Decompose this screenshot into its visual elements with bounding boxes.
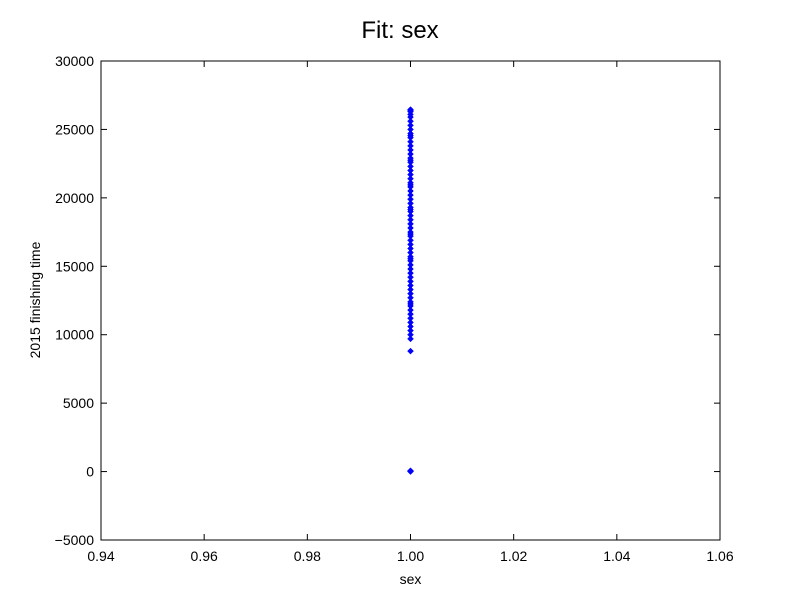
data-point: [407, 163, 414, 170]
data-point: [407, 255, 414, 263]
data-point: [407, 206, 414, 213]
data-point: [407, 300, 414, 308]
data-point: [407, 331, 414, 339]
data-point: [407, 156, 414, 164]
data-point: [407, 187, 414, 195]
data-point: [407, 245, 414, 252]
data-point: [407, 306, 414, 314]
data-point: [407, 277, 414, 285]
data-point: [407, 310, 414, 318]
data-point: [407, 286, 414, 293]
x-tick-label: 0.96: [191, 548, 218, 564]
data-point: [407, 241, 414, 248]
data-point: [407, 138, 414, 146]
data-point: [407, 282, 414, 289]
data-point: [407, 181, 414, 189]
data-point: [407, 132, 414, 139]
data-point: [407, 269, 414, 277]
data-point: [407, 216, 414, 224]
data-point: [407, 261, 414, 269]
data-point: [407, 290, 414, 298]
chart-title: Fit: sex: [361, 17, 438, 44]
data-point: [407, 323, 414, 330]
data-point: [407, 467, 414, 475]
x-tick-label: 1.00: [397, 548, 424, 564]
y-tick-label: 20000: [55, 190, 94, 206]
x-tick-label: 1.02: [500, 548, 527, 564]
y-axis: −5000 0 5000 10000 15000 20000 25000 30000: [55, 53, 720, 548]
x-tick-label: 0.98: [294, 548, 321, 564]
y-tick-label: 0: [86, 464, 94, 480]
data-point: [407, 236, 414, 244]
data-point: [407, 171, 414, 178]
data-point: [407, 195, 414, 203]
y-tick-label: 15000: [55, 258, 94, 274]
data-point: [407, 327, 414, 334]
data-point: [407, 314, 414, 322]
x-tick-label: 1.04: [603, 548, 630, 564]
x-tick-label: 0.94: [87, 548, 114, 564]
data-point: [407, 319, 414, 326]
y-tick-label: −5000: [55, 532, 95, 548]
data-point: [407, 230, 414, 238]
x-axis-label: sex: [400, 571, 422, 587]
y-tick-label: 5000: [63, 395, 94, 411]
data-point: [407, 273, 414, 281]
data-point: [407, 167, 414, 174]
y-tick-label: 30000: [55, 53, 94, 69]
data-point: [407, 106, 414, 113]
data-point: [407, 335, 414, 343]
data-point: [407, 121, 414, 129]
y-tick-label: 10000: [55, 327, 94, 343]
y-tick-label: 25000: [55, 121, 94, 137]
data-point: [407, 212, 414, 220]
data-point: [407, 191, 414, 199]
x-axis: 0.94 0.96 0.98 1.00 1.02 1.04 1.06: [87, 61, 734, 564]
data-point: [407, 265, 414, 273]
x-tick-label: 1.06: [706, 548, 733, 564]
data-point: [407, 347, 414, 355]
data-point: [407, 146, 414, 154]
data-point: [407, 117, 414, 125]
data-point: [407, 142, 414, 150]
data-point: [407, 220, 414, 228]
scatter-points: [407, 106, 414, 475]
y-axis-label: 2015 finishing time: [27, 241, 43, 358]
